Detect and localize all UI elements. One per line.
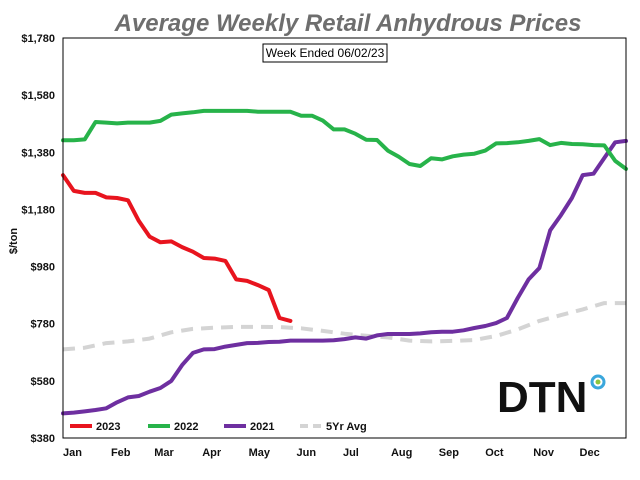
dtn-logo: DTN	[488, 364, 620, 424]
x-axis-ticks: Jan Feb Mar Apr May Jun Jul Aug Sep Oct Nov Dec	[63, 447, 600, 459]
x-tick-label: Dec	[580, 447, 600, 459]
legend: 2023 2022 2021 5Yr Avg	[70, 421, 367, 433]
x-tick-label: May	[249, 447, 271, 459]
y-tick-label: $380	[31, 433, 55, 445]
y-tick-label: $780	[31, 319, 55, 331]
chart-title: Average Weekly Retail Anhydrous Prices	[114, 10, 582, 37]
y-tick-label: $1,780	[21, 33, 55, 45]
y-tick-label: $1,580	[21, 90, 55, 102]
x-tick-label: Mar	[154, 447, 174, 459]
x-tick-label: Aug	[391, 447, 412, 459]
series-line-2022	[61, 108, 628, 171]
x-tick-label: Jul	[343, 447, 359, 459]
chart-subtitle: Week Ended 06/02/23	[266, 46, 385, 60]
series-layer	[61, 108, 628, 416]
series-line-5yr-avg	[62, 301, 626, 352]
legend-label: 2021	[250, 421, 274, 433]
series-line-2023	[61, 173, 293, 323]
x-tick-label: Feb	[111, 447, 131, 459]
y-tick-label: $980	[31, 262, 55, 274]
series-line-2021	[61, 138, 628, 416]
dtn-logo-text: DTN	[497, 373, 587, 422]
logo-ring-outer-icon	[590, 374, 606, 390]
x-tick-label: Apr	[202, 447, 222, 459]
x-tick-label: Sep	[439, 447, 459, 459]
x-tick-label: Jan	[63, 447, 82, 459]
y-axis-ticks: $1,780 $1,580 $1,380 $1,180 $980 $780 $580 $380	[21, 33, 55, 445]
subtitle-box: Week Ended 06/02/23	[262, 43, 388, 63]
y-tick-label: $1,380	[21, 147, 55, 159]
y-tick-label: $580	[31, 376, 55, 388]
x-tick-label: Oct	[485, 447, 504, 459]
legend-label: 5Yr Avg	[326, 421, 367, 433]
x-tick-label: Jun	[297, 447, 317, 459]
logo-ring-inner-icon	[595, 379, 601, 385]
plot-frame	[62, 37, 627, 439]
legend-label: 2022	[174, 421, 198, 433]
y-axis-label: $/ton	[8, 228, 20, 255]
legend-label: 2023	[96, 421, 120, 433]
y-tick-label: $1,180	[21, 204, 55, 216]
x-tick-label: Nov	[533, 447, 555, 459]
